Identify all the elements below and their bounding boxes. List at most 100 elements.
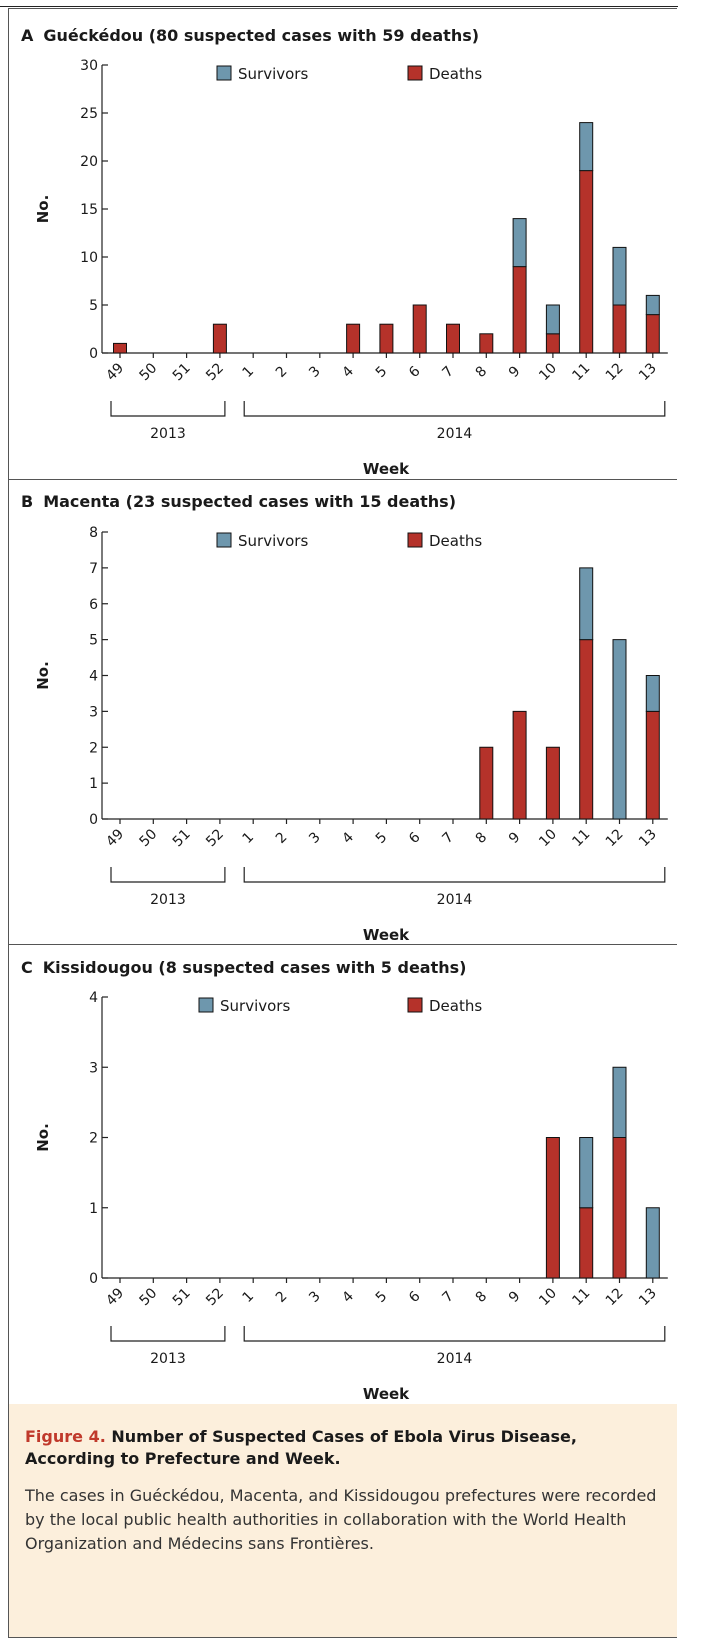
bar-survivors-week-13: [645, 294, 660, 316]
legend-label-survivors: Survivors: [220, 997, 290, 1015]
x-tick-label: 6: [406, 1288, 424, 1306]
x-tick-label: 1: [240, 363, 258, 381]
x-tick-label: 11: [569, 826, 593, 850]
bar-survivors-week-13: [645, 675, 660, 712]
y-tick-label: 0: [89, 1271, 98, 1287]
bar-deaths-week-7: [446, 323, 460, 354]
y-tick-label: 30: [80, 58, 98, 74]
year-label: 2014: [437, 892, 473, 908]
bar-survivors-week-13: [645, 1207, 660, 1279]
x-tick-label: 49: [103, 826, 127, 850]
y-axis-title: No.: [34, 1123, 52, 1152]
caption-title: Figure 4. Number of Suspected Cases of E…: [25, 1426, 665, 1470]
x-tick-label: 3: [306, 363, 324, 381]
bar-survivors-week-10: [545, 304, 560, 335]
legend-swatch-survivors: [198, 997, 214, 1013]
year-bracket: [110, 401, 226, 417]
bar-deaths-week-9: [512, 710, 527, 820]
x-tick-label: 12: [603, 1285, 627, 1309]
bar-deaths-week-11: [579, 639, 594, 820]
top-rule: [0, 0, 678, 7]
x-tick-label: 2: [273, 363, 291, 381]
bar-deaths-week-5: [379, 323, 394, 354]
x-tick-label: 5: [373, 363, 391, 381]
x-tick-label: 9: [506, 363, 524, 381]
panel-a-title: A Guéckédou (80 suspected cases with 59 d…: [21, 26, 479, 45]
x-tick-label: 4: [339, 1288, 357, 1306]
y-tick-label: 3: [89, 704, 98, 720]
legend-label-survivors: Survivors: [238, 65, 308, 83]
panel-c-title-text: Kissidougou (8 suspected cases with 5 de…: [42, 958, 467, 977]
y-tick-label: 0: [89, 812, 98, 828]
x-tick-label: 51: [170, 360, 194, 384]
panel-a: [9, 9, 677, 479]
bar-deaths-week-52: [212, 323, 227, 354]
x-tick-label: 52: [203, 826, 227, 850]
x-tick-label: 1: [240, 829, 258, 847]
y-tick-label: 4: [89, 990, 98, 1006]
x-tick-label: 13: [636, 1285, 660, 1309]
x-tick-label: 13: [636, 826, 660, 850]
x-tick-label: 51: [170, 1285, 194, 1309]
x-tick-label: 7: [439, 1288, 457, 1306]
x-tick-label: 1: [240, 1288, 258, 1306]
bar-survivors-week-11: [579, 1137, 594, 1209]
x-tick-label: 7: [439, 829, 457, 847]
y-tick-label: 5: [89, 633, 98, 649]
caption-body: The cases in Guéckédou, Macenta, and Kis…: [25, 1486, 657, 1553]
year-bracket: [110, 867, 226, 883]
legend-label-deaths: Deaths: [429, 997, 482, 1015]
bar-deaths-week-8: [479, 333, 494, 354]
caption-title-text: Number of Suspected Cases of Ebola Virus…: [25, 1427, 577, 1468]
x-tick-label: 3: [306, 829, 324, 847]
panel-separator: [9, 944, 677, 945]
bar-survivors-week-9: [512, 218, 527, 268]
y-tick-label: 5: [89, 298, 98, 314]
panel-b: [9, 480, 677, 944]
y-tick-label: 3: [89, 1060, 98, 1076]
x-axis-title: Week: [363, 926, 410, 944]
bar-survivors-week-12: [612, 246, 627, 306]
year-label: 2013: [150, 426, 186, 442]
year-bracket: [243, 867, 666, 883]
panel-c: [9, 945, 677, 1404]
bar-deaths-week-8: [479, 746, 494, 820]
bar-deaths-week-10: [545, 1137, 560, 1279]
bar-deaths-week-4: [346, 323, 361, 354]
x-tick-label: 13: [636, 360, 660, 384]
x-tick-label: 3: [306, 1288, 324, 1306]
panel-c-title: C Kissidougou (8 suspected cases with 5 d…: [21, 958, 466, 977]
x-tick-label: 49: [103, 1285, 127, 1309]
year-label: 2014: [437, 426, 473, 442]
y-tick-label: 4: [89, 669, 98, 685]
legend-label-survivors: Survivors: [238, 532, 308, 550]
panel-b-title: B Macenta (23 suspected cases with 15 dea…: [21, 492, 456, 511]
bar-deaths-week-10: [545, 746, 560, 820]
legend-label-deaths: Deaths: [429, 65, 482, 83]
year-bracket: [243, 401, 666, 417]
x-tick-label: 9: [506, 1288, 524, 1306]
figure-caption: Figure 4. Number of Suspected Cases of E…: [9, 1404, 677, 1637]
x-axis-title: Week: [363, 460, 410, 478]
x-tick-label: 10: [536, 1285, 560, 1309]
bar-survivors-week-12: [612, 639, 627, 820]
x-tick-label: 50: [137, 1285, 161, 1309]
x-tick-label: 2: [273, 829, 291, 847]
legend-swatch-deaths: [407, 65, 423, 81]
x-tick-label: 5: [373, 829, 391, 847]
y-tick-label: 8: [89, 525, 98, 541]
legend-swatch-deaths: [407, 532, 423, 548]
panel-separator: [9, 479, 677, 480]
year-bracket: [110, 1326, 226, 1342]
x-tick-label: 52: [203, 360, 227, 384]
y-tick-label: 1: [89, 776, 98, 792]
panel-a-letter: A: [21, 26, 34, 45]
x-tick-label: 12: [603, 826, 627, 850]
y-tick-label: 2: [89, 1131, 98, 1147]
x-tick-label: 7: [439, 363, 457, 381]
bar-deaths-week-13: [645, 710, 660, 820]
x-tick-label: 11: [569, 360, 593, 384]
bar-deaths-week-13: [645, 314, 660, 354]
bar-deaths-week-12: [612, 304, 627, 354]
